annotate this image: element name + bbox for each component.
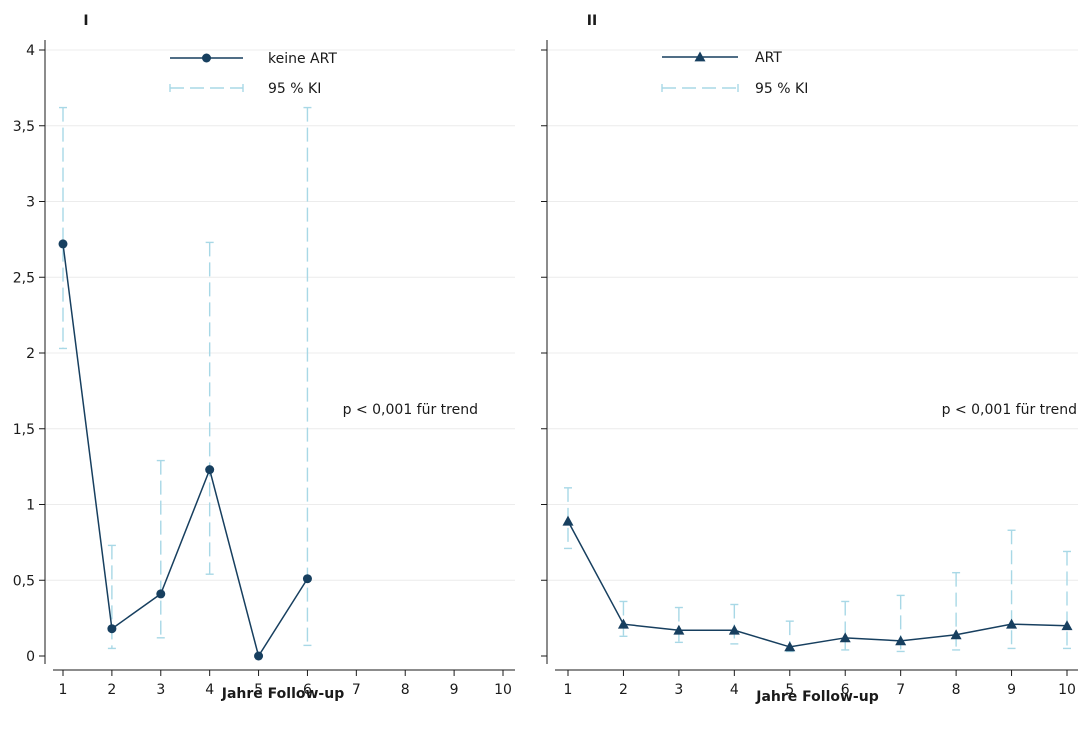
panel-left: 0 0,5 1 1,5 2 2,5 3 3,5 4 1 2 3 4 5 6 7 8 9 10 Jahre Follow… (13, 13, 515, 702)
x-tick-label: 10 (494, 682, 512, 698)
x-tick-label: 8 (401, 682, 410, 698)
x-tick-label: 10 (1058, 682, 1076, 698)
series-line (567, 520, 1068, 648)
x-tick-label: 2 (619, 682, 628, 698)
x-tick-label: 5 (785, 682, 794, 698)
data-point (950, 629, 962, 640)
x-tick-label: 9 (450, 682, 459, 698)
data-point (58, 239, 68, 249)
y-tick-label: 0 (26, 649, 35, 665)
y-tick-label: 3 (26, 195, 35, 211)
data-point (302, 574, 312, 584)
legend-label-ci: 95 % KI (268, 81, 321, 97)
data-point (617, 618, 629, 629)
y-tick-label: 2,5 (13, 270, 35, 286)
trend-annotation: p < 0,001 für trend (942, 402, 1077, 418)
x-tick-label: 7 (352, 682, 361, 698)
y-tick-label: 4 (26, 43, 35, 59)
x-tick-label: 2 (107, 682, 116, 698)
y-tick-label: 1,5 (13, 422, 35, 438)
y-tick-label: 3,5 (13, 119, 35, 135)
y-tick-label: 2 (26, 346, 35, 362)
x-tick-label: 5 (254, 682, 263, 698)
y-tick-label: 1 (26, 498, 35, 514)
x-tick-label: 6 (841, 682, 850, 698)
legend-label-series: ART (755, 50, 782, 66)
data-point (895, 635, 907, 646)
series-line (62, 243, 309, 658)
data-point (254, 651, 264, 661)
x-tick-label: 9 (1007, 682, 1016, 698)
x-tick-label: 3 (674, 682, 683, 698)
trend-annotation: p < 0,001 für trend (343, 402, 478, 418)
data-point (728, 624, 740, 635)
data-point (1006, 618, 1018, 629)
data-point (156, 589, 166, 599)
x-tick-label: 4 (730, 682, 739, 698)
legend-marker (694, 51, 706, 62)
panel-label: I (83, 13, 88, 29)
data-point (562, 515, 574, 526)
data-point (839, 632, 851, 643)
x-tick-label: 1 (564, 682, 573, 698)
data-point (784, 641, 796, 652)
x-tick-label: 4 (205, 682, 214, 698)
panel-right: 1 2 3 4 5 6 7 8 9 10 Jahre Follow-up II p < 0,001 fü… (541, 13, 1078, 705)
x-axis-label: Jahre Follow-up (221, 686, 344, 702)
x-tick-label: 7 (896, 682, 905, 698)
data-point (107, 624, 117, 634)
x-tick-label: 3 (156, 682, 165, 698)
x-tick-label: 8 (952, 682, 961, 698)
legend-marker (202, 53, 211, 63)
data-point (673, 624, 685, 635)
legend-label-ci: 95 % KI (755, 81, 808, 97)
panel-label: II (587, 13, 597, 29)
data-point (205, 465, 215, 475)
x-tick-label: 1 (59, 682, 68, 698)
data-point (1061, 620, 1073, 631)
y-tick-label: 0,5 (13, 573, 35, 589)
legend-label-series: keine ART (268, 51, 337, 67)
x-axis-label: Jahre Follow-up (755, 689, 878, 705)
x-tick-label: 6 (303, 682, 312, 698)
